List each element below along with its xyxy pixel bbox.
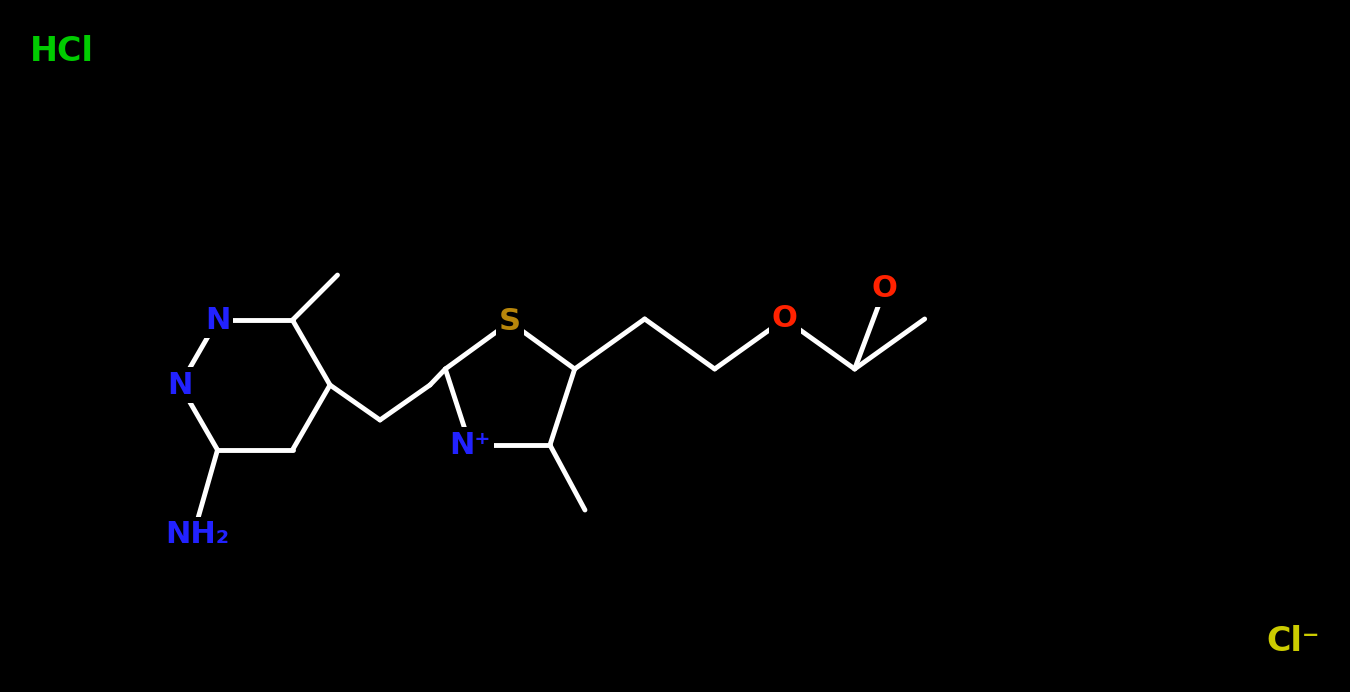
Text: S: S xyxy=(500,307,521,336)
Text: O: O xyxy=(772,304,798,334)
Text: N: N xyxy=(167,370,193,399)
Text: NH₂: NH₂ xyxy=(166,520,230,549)
Text: Cl⁻: Cl⁻ xyxy=(1266,625,1320,658)
Text: N⁺: N⁺ xyxy=(450,430,490,459)
Text: HCl: HCl xyxy=(30,35,95,68)
Text: N: N xyxy=(205,306,231,334)
Text: O: O xyxy=(872,275,898,304)
